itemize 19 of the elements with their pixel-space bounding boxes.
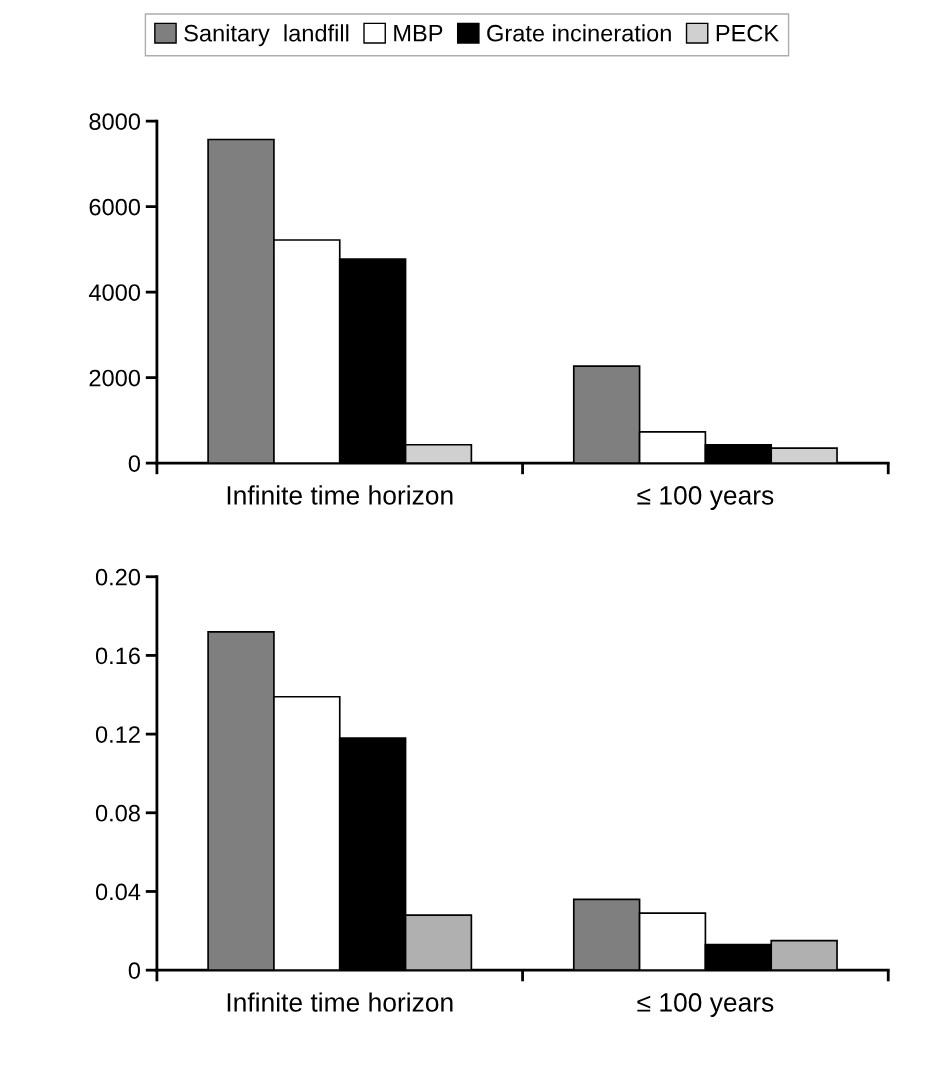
y-tick-label: 0 [128, 962, 141, 979]
y-tick-label: 0.12 [95, 726, 140, 743]
y-tick-label: 8000 [89, 113, 141, 130]
y-tick-label: 0 [128, 455, 141, 472]
y-tick-label: 2000 [89, 369, 141, 387]
y-tick-label: 0.20 [95, 568, 141, 586]
legend-label: Grate incineration [487, 24, 671, 42]
y-tick-label: 0.16 [95, 647, 140, 665]
x-tick-label: Infinite time horizon [227, 485, 453, 505]
legend-label: Sanitary landfill [184, 24, 349, 47]
y-tick-label: 4000 [88, 284, 141, 301]
y-tick-label: 0.08 [95, 804, 140, 822]
x-tick-label: ≤ 100 years [637, 993, 774, 1017]
x-tick-label: ≤ 100 years [637, 486, 774, 510]
legend-label: PECK [716, 24, 779, 42]
y-tick-label: 0.04 [95, 883, 141, 901]
y-tick-label: 6000 [89, 198, 141, 216]
x-tick-label: Infinite time horizon [227, 992, 453, 1012]
legend-label: MBP [394, 25, 443, 42]
